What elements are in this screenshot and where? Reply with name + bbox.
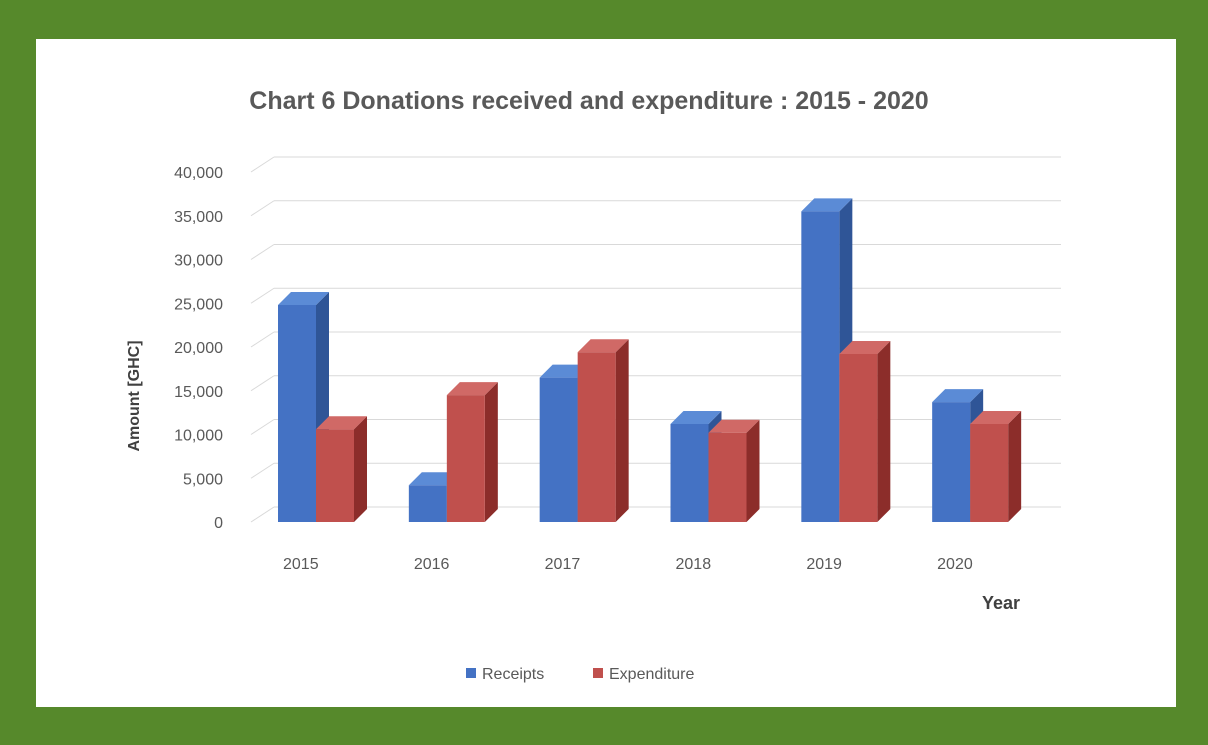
y-tick-label: 25,000 [174,296,223,313]
x-tick-label: 2016 [414,556,450,573]
bar-top [932,389,984,403]
y-axis-title: Amount [GHC] [126,340,143,451]
bar-front [539,377,578,522]
bar-top [278,292,329,305]
gridline-depth [250,331,275,348]
gridline-depth [250,506,275,523]
bar-side [746,419,760,522]
bar-expenditure-2020 [970,411,1022,522]
bar-side [354,416,367,522]
bar-top [670,411,722,424]
x-tick-label: 2020 [937,556,973,573]
legend-label-receipts: Receipts [482,666,544,683]
gridline-depth [250,462,275,479]
legend-swatch-receipts [466,668,476,678]
bar-front [278,305,316,522]
y-tick-label: 10,000 [174,428,223,445]
y-tick-label: 20,000 [174,340,223,357]
bars [278,198,1022,522]
x-tick-label: 2018 [676,556,712,573]
bar-top [708,419,760,433]
gridline-depth [250,375,275,392]
x-tick-label: 2017 [545,556,581,573]
bar-side [877,341,891,522]
bar-expenditure-2016 [446,382,498,522]
y-axis-ticks: 0 5,000 10,000 15,000 20,000 25,000 30,000 35,0… [174,165,223,532]
bar-front [839,354,878,522]
bar-top [577,339,629,353]
bar-front [932,402,971,522]
bar-expenditure-2018 [708,419,760,522]
bar-side [615,339,629,522]
legend: Receipts Expenditure [466,666,694,683]
gridline-depth [250,156,275,173]
y-tick-label: 30,000 [174,253,223,270]
legend-label-expenditure: Expenditure [609,666,694,683]
y-tick-label: 35,000 [174,209,223,226]
gridline-depth [250,200,275,217]
gridline-depth [250,244,275,260]
bar-front [316,429,354,522]
x-axis-title: Year [982,593,1020,613]
legend-swatch-expenditure [593,668,603,678]
bar-front [801,211,840,522]
y-tick-label: 15,000 [174,384,223,401]
chart-panel: Chart 6 Donations received and expenditu… [36,39,1176,707]
bar-top [839,341,891,354]
chart-title: Chart 6 Donations received and expenditu… [249,87,928,115]
bar-front [708,432,747,522]
bar-receipts-2015 [278,292,329,522]
bar-top [801,198,853,212]
bar-expenditure-2017 [577,339,629,522]
bar-top [446,382,498,396]
x-tick-label: 2015 [283,556,319,573]
gridlines [250,156,1061,523]
x-axis-ticks: 2015 2016 2017 2018 2019 2020 [283,556,973,573]
bar-front [408,485,447,522]
y-tick-label: 5,000 [183,471,223,488]
bar-front [446,395,485,522]
bar-top [316,416,367,430]
chart-area: Chart 6 Donations received and expenditu… [126,87,1061,683]
y-tick-label: 0 [214,515,223,532]
bar-front [670,424,709,522]
y-tick-label: 40,000 [174,165,223,182]
x-tick-label: 2019 [806,556,842,573]
bar-front [970,424,1009,522]
bar-front [577,352,616,522]
bar-expenditure-2015 [316,416,367,522]
gridline-depth [250,419,275,435]
bar-expenditure-2019 [839,341,891,522]
bar-side [1008,411,1022,522]
bar-side [484,382,498,522]
bar-top [970,411,1022,424]
gridline-depth [250,287,275,304]
